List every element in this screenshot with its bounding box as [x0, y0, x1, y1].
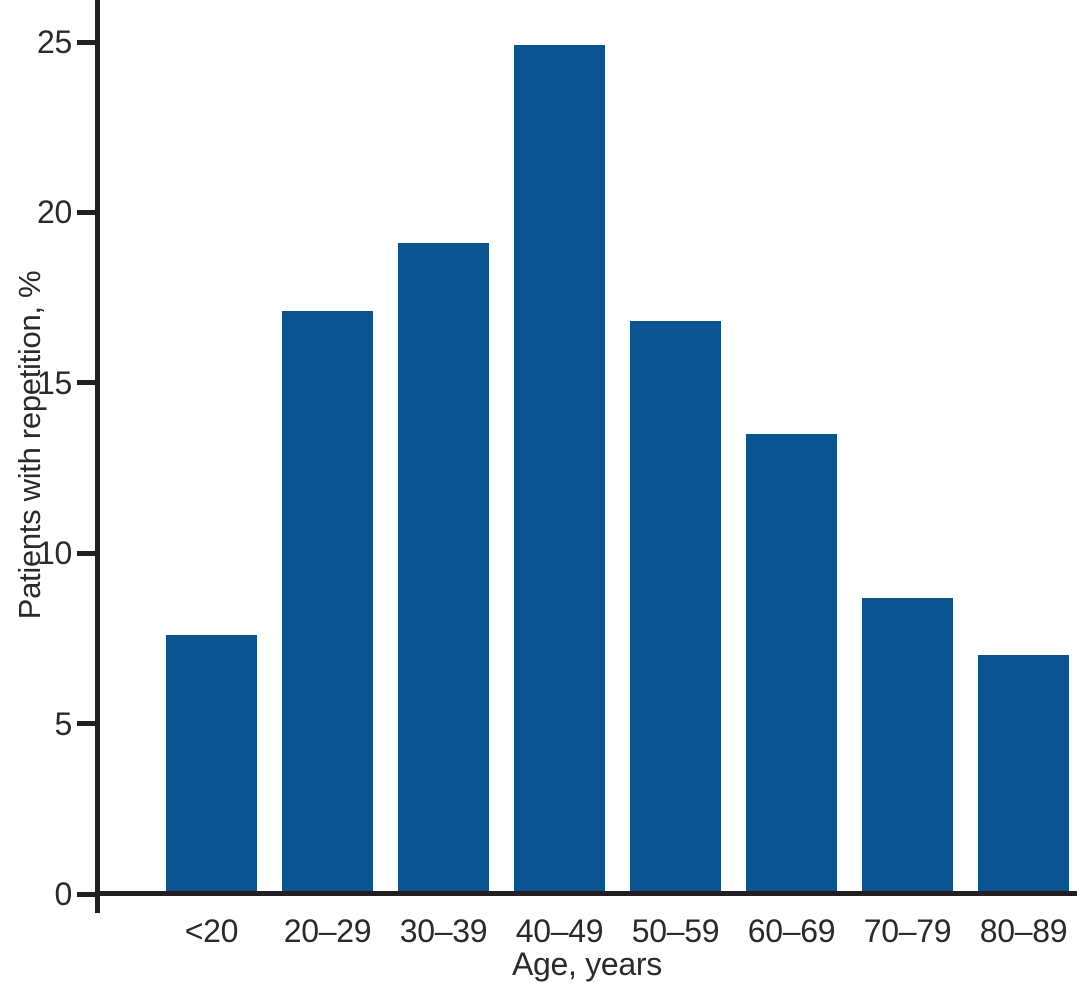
- bar: [978, 655, 1069, 894]
- y-tick-label: 25: [37, 24, 72, 60]
- y-tick-mark: [77, 209, 95, 215]
- y-tick-label: 0: [54, 876, 73, 912]
- bar: [746, 433, 837, 894]
- x-category-label: 40–49: [515, 913, 604, 949]
- y-axis-line: [95, 0, 100, 913]
- bar: [862, 597, 953, 894]
- y-tick-label: 15: [37, 364, 72, 401]
- y-tick-label: 5: [54, 705, 73, 742]
- x-axis-line: [95, 891, 1077, 896]
- y-tick-mark: [77, 721, 95, 727]
- x-category-label: 50–59: [631, 913, 720, 949]
- bar: [514, 45, 605, 894]
- x-category-label: 20–29: [283, 913, 372, 949]
- x-category-label: 30–39: [399, 913, 488, 949]
- x-category-label: 60–69: [747, 913, 836, 949]
- x-axis-title: Age, years: [512, 946, 662, 982]
- bar: [166, 634, 257, 894]
- bar: [630, 321, 721, 894]
- x-category-label: 70–79: [863, 913, 952, 949]
- y-tick-mark: [77, 550, 95, 556]
- bar: [398, 243, 489, 894]
- y-tick-mark: [77, 39, 95, 45]
- y-tick-label: 10: [37, 535, 72, 572]
- x-category-label: <20: [184, 913, 239, 949]
- y-tick-label: 20: [37, 194, 72, 231]
- x-category-label: 80–89: [979, 913, 1068, 949]
- y-tick-mark: [77, 380, 95, 386]
- y-tick-mark: [77, 891, 95, 897]
- bar: [282, 311, 373, 894]
